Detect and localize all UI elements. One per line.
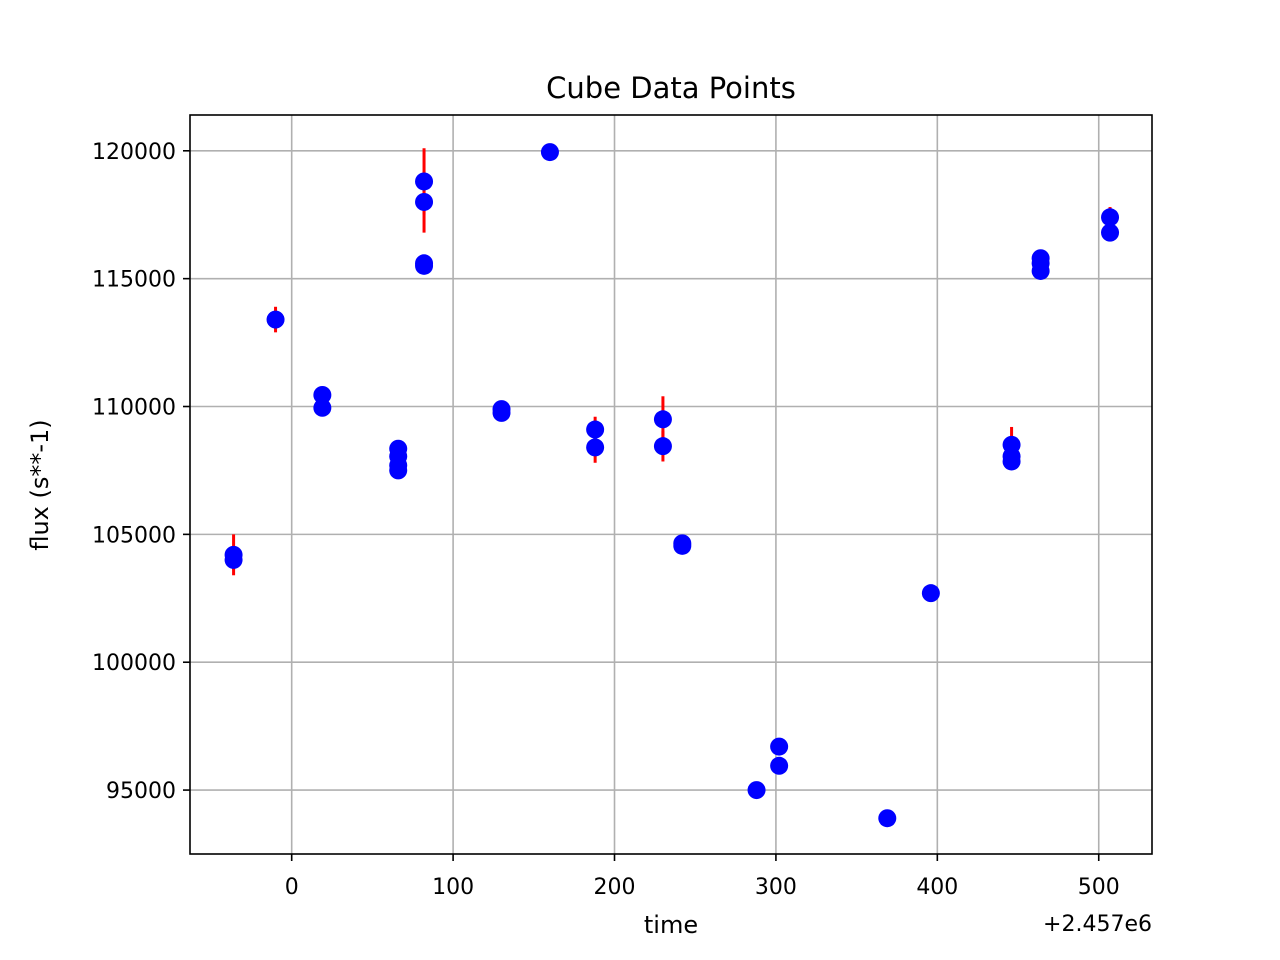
data-point [1101,223,1120,242]
chart-title: Cube Data Points [546,71,796,105]
x-tick-label: 100 [432,875,474,900]
data-point [492,403,511,422]
data-point [770,737,789,756]
data-point [586,438,605,457]
x-tick-label: 300 [755,875,797,900]
data-point [770,756,789,775]
grid [190,115,1152,854]
data-point [653,410,672,429]
data-point [415,172,434,191]
data-point [747,781,766,800]
data-point [313,386,332,405]
data-point [389,461,408,480]
y-axis-ticks: 95000 100000 105000 110000 115000 120000 [92,140,190,804]
y-tick-label: 120000 [92,140,176,165]
data-point [313,398,332,417]
y-tick-label: 95000 [106,779,176,804]
data-point [878,809,897,828]
data-point [653,437,672,456]
data-points [224,143,1120,828]
data-point [1002,452,1021,471]
x-tick-label: 200 [594,875,636,900]
data-point [415,256,434,275]
x-axis-label: time [644,911,698,939]
y-tick-label: 105000 [92,523,176,548]
data-point [1101,208,1120,227]
data-point [224,550,243,569]
x-tick-label: 0 [285,875,299,900]
y-tick-label: 115000 [92,268,176,293]
y-tick-label: 110000 [92,396,176,421]
plot-area [190,115,1152,854]
data-point [415,192,434,211]
x-tick-label: 500 [1078,875,1120,900]
x-tick-label: 400 [916,875,958,900]
x-axis-offset-label: +2.457e6 [1043,912,1152,937]
data-point [921,584,940,603]
data-point [266,310,285,329]
y-tick-label: 100000 [92,651,176,676]
data-point [540,143,559,162]
data-point [673,536,692,555]
x-axis-ticks: 0 100 200 300 400 500 [285,854,1120,900]
plot-frame [189,114,1153,855]
data-point [586,420,605,439]
y-axis-label: flux (s**-1) [26,419,54,550]
data-point [1031,261,1050,280]
